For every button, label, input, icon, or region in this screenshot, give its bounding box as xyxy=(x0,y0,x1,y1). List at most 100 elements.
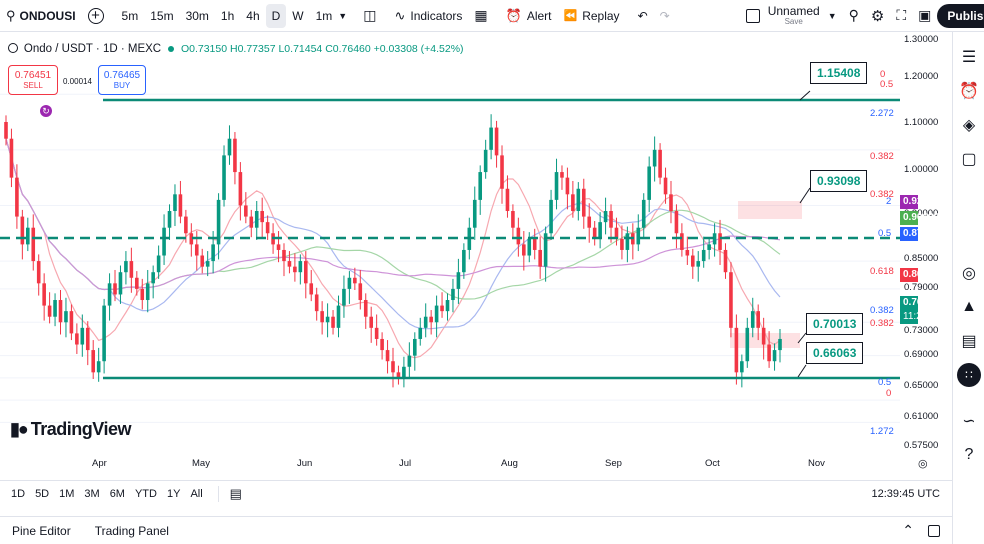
quick-search-button[interactable]: ⚲ xyxy=(843,0,865,32)
utc-clock[interactable]: 12:39:45 UTC xyxy=(871,487,940,500)
candle-body xyxy=(478,172,483,200)
signal-icon[interactable]: ∽ xyxy=(962,413,976,430)
range-all[interactable]: All xyxy=(190,487,203,500)
moving-average-line xyxy=(5,138,781,330)
indicators-label: Indicators xyxy=(410,8,463,23)
candle-body xyxy=(740,361,744,373)
candle-body xyxy=(402,366,406,378)
chart-area[interactable]: Ondo / USDT · 1D · MEXC O0.73150 H0.7735… xyxy=(0,33,952,478)
settings-button[interactable]: ⚙ xyxy=(865,0,890,32)
templates-button[interactable]: ▦ xyxy=(468,0,493,32)
chat-icon[interactable]: ▢ xyxy=(961,151,977,168)
buy-button[interactable]: 0.76465 BUY xyxy=(98,65,146,95)
range-ytd[interactable]: YTD xyxy=(134,487,157,500)
interval-1m[interactable]: 1m xyxy=(315,8,333,23)
candle-body xyxy=(500,155,504,189)
candle-body xyxy=(462,249,466,273)
candles xyxy=(4,114,782,388)
candle-body xyxy=(778,338,782,351)
time-axis[interactable]: Apr May Jun Jul Aug Sep Oct Nov xyxy=(0,453,900,478)
candle-body xyxy=(620,238,624,250)
sell-label: SELL xyxy=(23,81,43,90)
calendar-icon[interactable]: ▤ xyxy=(961,333,977,350)
interval-30m[interactable]: 30m xyxy=(185,8,209,23)
chart-type-button[interactable]: ◫ xyxy=(357,0,382,32)
candle-body xyxy=(276,244,281,250)
fib-label: 2.272 xyxy=(870,108,894,119)
ideas-icon[interactable]: ▲ xyxy=(961,298,977,315)
interval-5m[interactable]: 5m xyxy=(121,8,139,23)
sell-button[interactable]: 0.76451 SELL xyxy=(8,65,58,95)
range-1m[interactable]: 1M xyxy=(59,487,75,500)
interval-w[interactable]: W xyxy=(292,8,304,23)
price-axis[interactable]: 1.30000 1.20000 1.10000 1.00000 0.90000 … xyxy=(900,33,952,478)
candle-body xyxy=(472,199,477,228)
apps-icon[interactable]: ∷ xyxy=(953,360,984,390)
candle-body xyxy=(581,188,586,217)
callout-leader-1 xyxy=(799,90,811,101)
axis-settings-icon[interactable]: ◎ xyxy=(918,458,928,470)
bar-countdown: 11:20:15 xyxy=(900,310,941,324)
range-1d[interactable]: 1D xyxy=(11,487,26,500)
redo-button[interactable]: ↷ xyxy=(654,0,676,32)
candle-body xyxy=(750,311,755,328)
candle-body xyxy=(614,227,619,239)
price-axis-label: 0.85000 xyxy=(904,253,939,264)
range-6m[interactable]: 6M xyxy=(109,487,125,500)
candle-body xyxy=(178,194,183,217)
sync-icon[interactable]: ↻ xyxy=(40,105,52,117)
maximize-icon[interactable] xyxy=(928,524,940,537)
moving-average-line xyxy=(5,138,781,359)
alert-button[interactable]: ⏰ Alert xyxy=(500,0,558,32)
chevron-up-icon[interactable]: ⌃ xyxy=(902,522,914,538)
target-icon[interactable]: ◎ xyxy=(962,265,976,282)
price-axis-label: 0.65000 xyxy=(904,380,939,391)
candle-body xyxy=(184,216,188,234)
chevron-down-icon[interactable]: ▼ xyxy=(338,10,348,21)
interval-4h[interactable]: 4h xyxy=(246,8,260,23)
trading-panel-tab[interactable]: Trading Panel xyxy=(94,523,169,538)
chart-legend: Ondo / USDT · 1D · MEXC O0.73150 H0.7735… xyxy=(8,43,464,55)
callout-leader-4 xyxy=(797,364,807,378)
price-tag-current: 0.76460 xyxy=(900,296,939,310)
range-5d[interactable]: 5D xyxy=(35,487,50,500)
interval-15m[interactable]: 15m xyxy=(150,8,174,23)
candle-body xyxy=(418,327,423,339)
range-1y[interactable]: 1Y xyxy=(166,487,181,500)
pine-editor-tab[interactable]: Pine Editor xyxy=(12,523,71,538)
candle-body xyxy=(69,311,74,334)
publish-button[interactable]: Publish xyxy=(937,3,984,28)
candle-body xyxy=(129,261,134,278)
date-range-icon[interactable]: ▤ xyxy=(229,485,242,501)
candle-body xyxy=(734,327,739,373)
candle-body xyxy=(102,305,106,362)
candle-body xyxy=(135,277,139,289)
layout-menu[interactable]: Unnamed Save ▼ xyxy=(740,0,843,32)
price-chart[interactable] xyxy=(0,33,952,478)
chevron-down-icon: ▼ xyxy=(827,10,837,21)
undo-button[interactable]: ↶ xyxy=(632,0,654,32)
candle-body xyxy=(162,227,166,256)
candle-body xyxy=(560,172,564,178)
candle-body xyxy=(625,233,630,250)
candle-body xyxy=(287,261,292,267)
interval-1h[interactable]: 1h xyxy=(220,8,235,23)
price-axis-label: 1.00000 xyxy=(904,164,939,175)
fullscreen-button[interactable]: ⛶ xyxy=(890,0,912,32)
fib-label: 0.382 xyxy=(870,189,894,200)
compare-button[interactable]: + xyxy=(82,0,110,32)
alerts-icon[interactable]: ⏰ xyxy=(959,83,979,100)
candle-body xyxy=(358,283,363,301)
symbol-search[interactable]: ⚲ ONDOUSI xyxy=(0,0,82,32)
watchlist-icon[interactable]: ☰ xyxy=(961,49,977,66)
replay-button[interactable]: ⏪ Replay xyxy=(558,0,626,32)
rewind-icon: ⏪ xyxy=(563,10,578,22)
candle-body xyxy=(603,211,608,223)
help-icon[interactable]: ? xyxy=(964,446,974,463)
snapshot-button[interactable]: ▣ xyxy=(912,0,937,32)
layers-icon[interactable]: ◈ xyxy=(962,117,976,134)
indicators-button[interactable]: ∿ Indicators xyxy=(388,0,468,32)
callout-1: 1.15408 xyxy=(810,62,868,84)
range-3m[interactable]: 3M xyxy=(84,487,100,500)
interval-d[interactable]: D xyxy=(265,3,287,28)
